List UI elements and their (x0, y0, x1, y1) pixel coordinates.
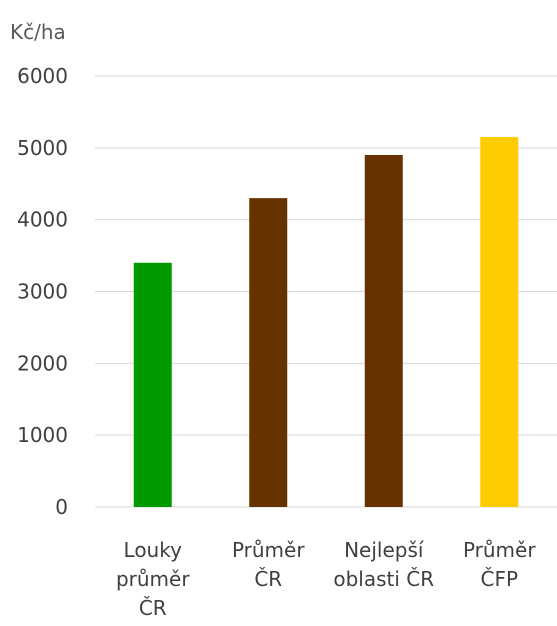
bar (480, 137, 519, 507)
category-label: Louky (124, 538, 183, 562)
y-tick-label: 5000 (17, 136, 68, 160)
category-label: průměr (116, 567, 190, 591)
bar (249, 198, 288, 507)
bars (133, 137, 519, 507)
y-unit-label: Kč/ha (10, 20, 66, 44)
y-tick-label: 4000 (17, 208, 68, 232)
y-tick-label: 2000 (17, 351, 68, 375)
y-tick-label: 0 (55, 495, 68, 519)
y-tick-label: 3000 (17, 280, 68, 304)
category-labels: Louky průměr ČR Průměr ČR Nejlepší oblasti ČR P… (116, 538, 536, 620)
gridlines (95, 75, 557, 508)
category-label: ČR (139, 596, 167, 620)
category-label: ČR (254, 567, 282, 591)
y-tick-label: 1000 (17, 423, 68, 447)
category-label: oblasti ČR (333, 567, 434, 591)
y-tick-labels: 0 1000 2000 3000 4000 5000 6000 (17, 64, 68, 519)
category-label: Nejlepší (344, 538, 425, 562)
category-label: Průměr (232, 538, 305, 562)
bar (133, 262, 172, 507)
y-tick-label: 6000 (17, 64, 68, 88)
category-label: Průměr (463, 538, 536, 562)
bar (364, 155, 403, 507)
category-label: ČFP (480, 567, 518, 591)
